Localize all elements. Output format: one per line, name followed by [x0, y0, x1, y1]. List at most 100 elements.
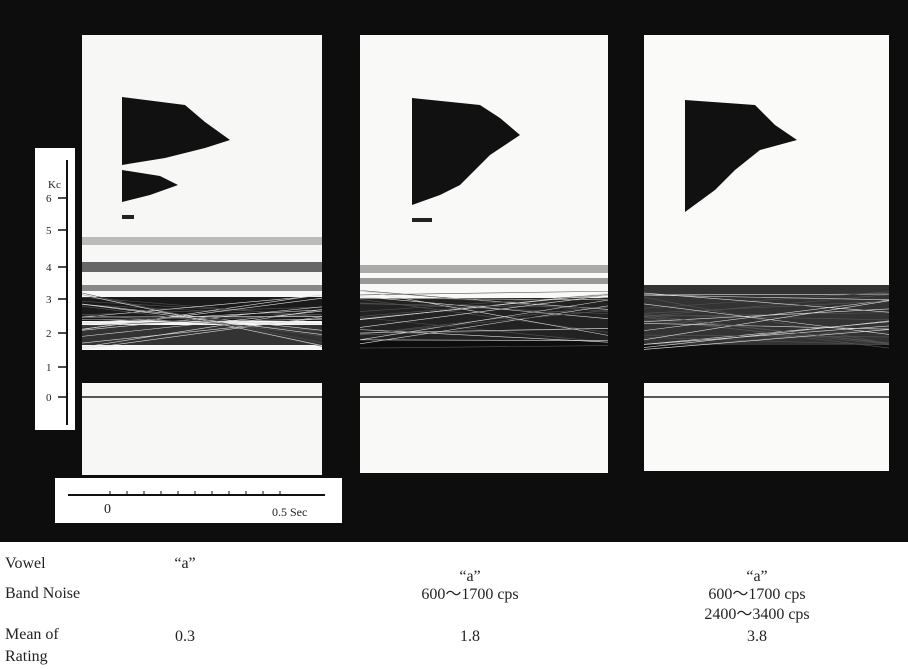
- noise-grain: [359, 309, 609, 335]
- noise-grain: [81, 305, 323, 337]
- noise-grain: [81, 303, 323, 335]
- noise-grain: [81, 314, 323, 332]
- noise-grain: [81, 306, 323, 331]
- noise-grain: [643, 336, 890, 346]
- noise-grain: [81, 303, 323, 331]
- formant: [122, 215, 134, 219]
- noise-band: [82, 237, 322, 245]
- noise-grain: [359, 303, 609, 309]
- noise-grain: [643, 325, 890, 345]
- frequency-tick-label: 5: [46, 225, 52, 237]
- noise-grain: [359, 298, 609, 333]
- noise-grain: [359, 297, 609, 301]
- noise-grain: [81, 294, 323, 330]
- row-label: Rating: [5, 648, 48, 665]
- formant: [412, 218, 432, 222]
- gap: [360, 378, 608, 383]
- noise-band: [82, 285, 322, 291]
- noise-grain: [643, 322, 890, 330]
- noise-grain: [643, 300, 890, 314]
- noise-band: [82, 350, 322, 380]
- noise-grain: [643, 296, 890, 345]
- noise-band: [82, 262, 322, 272]
- noise-grain: [643, 300, 890, 341]
- vowel: “a”: [174, 555, 195, 572]
- frequency-tick-label: 4: [46, 262, 52, 274]
- noise-grain: [359, 299, 609, 341]
- noise-band: [360, 265, 608, 273]
- noise-band: [360, 278, 608, 284]
- noise-band: [82, 325, 322, 345]
- noise-grain: [643, 291, 890, 309]
- noise-grain: [359, 296, 609, 319]
- frequency-tick-label: 6: [46, 193, 52, 205]
- noise-grain: [81, 295, 323, 318]
- panel: [360, 35, 608, 473]
- noise-grain: [359, 328, 609, 334]
- noise-grain: [643, 316, 890, 344]
- frequency-unit: Kc: [48, 179, 61, 191]
- rating: 3.8: [747, 628, 767, 645]
- noise-grain: [643, 314, 890, 321]
- noise-grain: [359, 305, 609, 345]
- noise-grain: [359, 339, 609, 341]
- noise-grain: [643, 294, 890, 301]
- noise-grain: [81, 309, 323, 324]
- noise-grain: [359, 290, 609, 336]
- time-tick-label: 0.5 Sec: [272, 505, 307, 519]
- gap: [644, 378, 889, 383]
- noise-grain: [643, 334, 890, 338]
- noise-grain: [81, 309, 323, 348]
- noise-grain: [81, 296, 323, 317]
- panel: [644, 35, 889, 471]
- noise-grain: [643, 292, 890, 313]
- formant: [412, 98, 520, 205]
- noise-grain: [81, 301, 323, 316]
- panel: [82, 35, 322, 475]
- noise-grain: [359, 317, 609, 343]
- noise-grain: [359, 345, 609, 349]
- row-label: Vowel: [5, 555, 46, 572]
- noise-band: [644, 345, 889, 380]
- frequency-tick-label: 0: [46, 392, 52, 404]
- noise-grain: [81, 297, 323, 330]
- row-label: Mean of: [5, 626, 59, 643]
- frequency-tick-label: 1: [46, 362, 52, 374]
- rating: 0.3: [175, 628, 195, 645]
- gap: [82, 378, 322, 383]
- row-label: Band Noise: [5, 585, 80, 602]
- noise-grain: [359, 293, 609, 320]
- noise-grain: [359, 290, 609, 312]
- formant: [122, 170, 178, 202]
- vowel: “a”: [459, 568, 480, 585]
- noise-grain: [81, 310, 323, 337]
- time-tick-label: 0: [104, 502, 111, 517]
- noise-grain: [359, 290, 609, 296]
- noise-grain: [643, 329, 890, 350]
- noise-grain: [643, 317, 890, 349]
- noise-grain: [81, 318, 323, 324]
- frequency-tick-label: 2: [46, 328, 52, 340]
- noise-grain: [359, 328, 609, 336]
- band-noise: 2400～3400 cps: [704, 606, 809, 623]
- formant: [122, 97, 230, 165]
- frequency-scale: [35, 148, 75, 430]
- frequency-tick-label: 3: [46, 294, 52, 306]
- formant: [685, 100, 797, 212]
- noise-grain: [81, 316, 323, 318]
- noise-grain: [359, 294, 609, 328]
- band-noise: 600～1700 cps: [708, 586, 805, 603]
- noise-grain: [643, 320, 890, 348]
- spectrograms: [81, 35, 890, 475]
- noise-grain: [81, 316, 323, 321]
- vowel: “a”: [746, 568, 767, 585]
- noise-grain: [359, 294, 609, 312]
- time-scale: [55, 478, 342, 523]
- noise-grain: [81, 317, 323, 344]
- band-noise: 600～1700 cps: [421, 586, 518, 603]
- noise-grain: [643, 294, 890, 317]
- noise-grain: [359, 329, 609, 343]
- noise-grain: [643, 314, 890, 344]
